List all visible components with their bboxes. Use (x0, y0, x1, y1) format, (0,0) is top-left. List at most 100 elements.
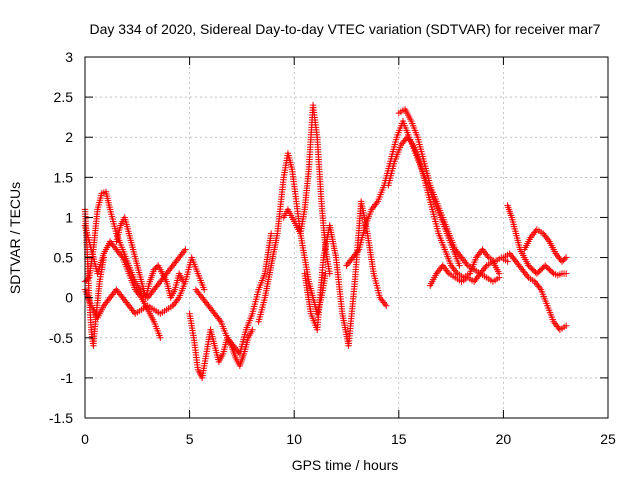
data-point (196, 291, 203, 298)
data-point (108, 239, 115, 247)
data-point (442, 265, 449, 272)
data-point (229, 340, 236, 348)
data-point (457, 252, 464, 260)
y-tick-label: 1 (65, 209, 73, 225)
data-point (214, 313, 221, 321)
data-point (103, 299, 110, 306)
data-point (514, 259, 521, 267)
data-point (480, 247, 487, 255)
data-point (206, 304, 213, 311)
data-point (555, 253, 562, 260)
data-point (113, 286, 120, 293)
grid-lines (85, 57, 608, 418)
series-satellite-track-g (192, 230, 275, 358)
data-point (443, 267, 450, 274)
data-point (106, 294, 114, 301)
data-point (205, 302, 212, 309)
data-point (473, 275, 480, 282)
data-point (541, 231, 548, 239)
data-point (368, 206, 375, 213)
data-point (380, 299, 387, 306)
data-point (530, 267, 538, 275)
data-point (512, 258, 520, 265)
series-satellite-track-f (186, 310, 256, 382)
data-point (168, 263, 175, 271)
data-point (349, 254, 356, 261)
data-point (120, 296, 128, 303)
data-point (198, 294, 206, 301)
series-satellite-track-o (504, 202, 570, 279)
data-point (507, 251, 515, 259)
data-point (200, 296, 207, 303)
data-point (521, 269, 528, 276)
data-point (150, 286, 158, 293)
y-tick-label: 2.5 (54, 89, 74, 105)
x-tick-label: 5 (186, 431, 194, 447)
data-point (450, 265, 457, 272)
data-point (155, 280, 163, 287)
data-point (434, 268, 441, 276)
data-point (211, 310, 218, 317)
data-point (519, 266, 526, 273)
data-point (539, 265, 546, 272)
data-point (456, 262, 463, 269)
data-point (449, 263, 456, 271)
data-point (543, 235, 551, 242)
data-point (234, 347, 241, 354)
series-satellite-track-i (280, 101, 333, 277)
data-point (447, 262, 455, 269)
series-satellite-track-b (81, 188, 189, 301)
data-point (458, 254, 465, 261)
y-tick-label: 3 (65, 49, 73, 65)
data-point (482, 263, 489, 271)
data-point (230, 342, 237, 349)
data-point (123, 299, 130, 306)
data-point (504, 258, 511, 265)
data-point (177, 252, 184, 260)
data-point (496, 274, 503, 281)
data-point (515, 261, 522, 268)
data-point (526, 263, 534, 271)
data-point (522, 271, 530, 278)
data-point (405, 135, 412, 143)
data-point (536, 284, 544, 292)
data-point (529, 231, 537, 238)
data-point (454, 249, 461, 256)
data-point (562, 270, 570, 277)
data-point (373, 199, 380, 207)
data-point (174, 296, 182, 303)
data-point (128, 305, 135, 313)
data-point (108, 292, 115, 300)
data-point (165, 267, 173, 274)
data-point (225, 336, 232, 343)
data-point (483, 251, 490, 258)
data-point (561, 255, 568, 263)
data-point (121, 297, 129, 305)
data-point (212, 312, 220, 319)
data-point (383, 302, 390, 309)
data-point (115, 289, 123, 297)
data-point (178, 251, 185, 258)
data-point (129, 307, 136, 314)
data-point (101, 300, 109, 308)
data-point (539, 230, 547, 237)
data-point (344, 260, 351, 268)
data-point (175, 254, 183, 261)
y-tick-label: 0 (65, 290, 73, 306)
data-point (180, 247, 188, 255)
data-point (182, 246, 189, 253)
data-point (560, 257, 567, 264)
data-point (201, 286, 208, 293)
data-point (348, 255, 355, 263)
data-point (444, 268, 451, 276)
x-tick-label: 15 (391, 431, 407, 447)
data-point (114, 247, 121, 255)
data-point (100, 302, 108, 309)
data-point (154, 281, 162, 289)
data-point (172, 259, 179, 266)
data-point (510, 255, 517, 262)
data-point (119, 294, 126, 301)
data-point (153, 283, 160, 290)
data-point (118, 292, 125, 300)
